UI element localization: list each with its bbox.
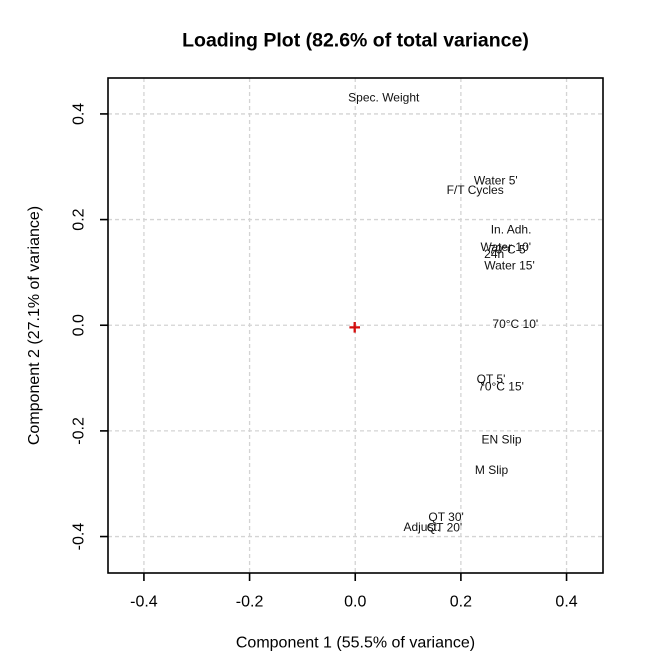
point-label-layer: Spec. Weight Water 5'F/T Cycles In. Adh. Wa… [348,91,538,535]
point-label: QT 5' [477,372,506,386]
x-tick-label: 0.4 [555,594,577,611]
point-label: 70°C 10' [492,317,538,331]
x-tick-label: 0.0 [344,594,366,611]
y-tick-label: 0.0 [71,314,88,336]
y-tick-label: -0.2 [71,417,88,445]
point-label: 70°C 5' [489,243,528,257]
y-tick-label: -0.4 [71,523,88,551]
point-label: Adjust. [403,520,440,534]
x-tick-label: -0.4 [130,594,158,611]
y-tick-label: 0.2 [71,208,88,230]
point-label: QT 30' [428,510,463,524]
plot-box-border [107,77,604,574]
point-label: 70°C 15' [478,380,524,394]
plot-title: Loading Plot (82.6% of total variance) [182,30,529,52]
x-axis-title: Component 1 (55.5% of variance) [236,635,475,652]
point-label: EN Slip [482,432,522,446]
point-label: Water 5' [474,173,518,187]
x-tick-label: -0.2 [236,594,264,611]
point-label: Spec. Weight [348,91,420,105]
point-label: In. Adh. [491,223,532,237]
y-axis-title: Component 2 (27.1% of variance) [26,206,43,445]
point-label: 24h [484,247,504,261]
point-label: F/T Cycles [447,183,504,197]
y-tick-label: 0.4 [71,103,88,125]
origin-marker-layer [349,322,361,333]
tick-layer: -0.4 -0.2 0.0 0.2 0.4 -0.4 -0.2 0.0 0.2 0.4 [71,103,578,611]
point-label: Water 15' [484,259,535,273]
point-label: QT 20' [427,521,462,535]
point-label: M Slip [475,463,509,477]
point-label: Water 10' [481,240,532,254]
origin-cross-marker [349,322,361,333]
x-tick-label: 0.2 [450,594,472,611]
